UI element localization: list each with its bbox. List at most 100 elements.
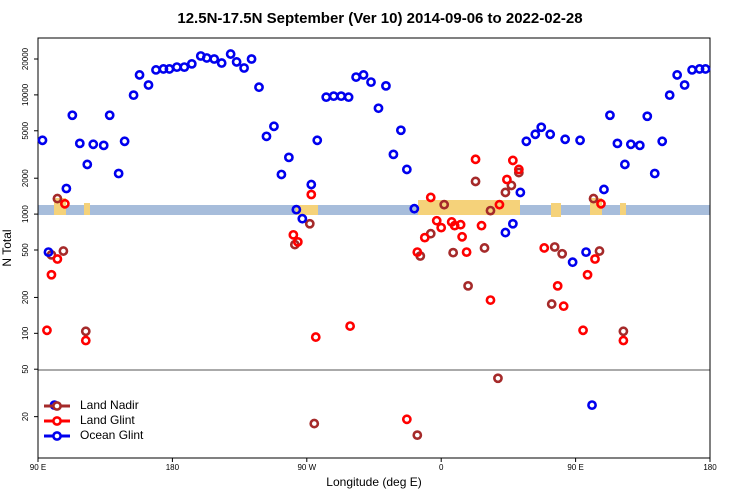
point bbox=[412, 430, 423, 441]
point bbox=[310, 332, 321, 342]
x-tick-label: 0 bbox=[439, 463, 444, 472]
point bbox=[558, 301, 569, 312]
point bbox=[113, 168, 124, 179]
band-yellow bbox=[620, 203, 626, 215]
point bbox=[587, 400, 597, 411]
point bbox=[269, 121, 279, 132]
point bbox=[288, 229, 299, 240]
band bbox=[38, 198, 710, 217]
point bbox=[618, 335, 629, 346]
point bbox=[594, 246, 605, 256]
point bbox=[37, 135, 48, 146]
legend-marker bbox=[52, 401, 62, 411]
point bbox=[470, 176, 481, 187]
point bbox=[201, 53, 212, 63]
point bbox=[104, 110, 115, 121]
x-tick-label: 180 bbox=[166, 463, 180, 472]
point bbox=[52, 254, 63, 264]
point bbox=[700, 64, 711, 74]
point bbox=[74, 138, 85, 149]
y-tick-label: 20000 bbox=[21, 47, 30, 70]
point bbox=[186, 58, 197, 69]
band-yellow bbox=[418, 200, 520, 215]
point bbox=[448, 247, 459, 258]
point bbox=[612, 138, 623, 149]
band-yellow bbox=[84, 203, 90, 215]
point bbox=[431, 215, 442, 226]
point bbox=[479, 243, 490, 253]
point bbox=[345, 321, 356, 331]
point bbox=[672, 70, 683, 80]
point bbox=[401, 164, 412, 175]
point bbox=[216, 58, 227, 68]
point bbox=[642, 111, 653, 122]
y-tick-label: 10000 bbox=[21, 83, 30, 106]
point bbox=[276, 169, 287, 180]
point bbox=[52, 193, 63, 204]
point bbox=[88, 139, 99, 150]
point bbox=[373, 103, 384, 114]
y-tick-label: 2000 bbox=[21, 169, 30, 187]
point bbox=[436, 222, 447, 233]
point bbox=[239, 63, 249, 73]
point bbox=[590, 254, 600, 264]
point bbox=[42, 325, 52, 336]
point bbox=[128, 90, 139, 101]
point bbox=[461, 247, 472, 258]
point bbox=[507, 218, 518, 229]
band-yellow bbox=[551, 203, 561, 217]
point bbox=[618, 326, 629, 337]
point bbox=[328, 91, 339, 102]
point bbox=[164, 64, 175, 74]
point bbox=[485, 295, 496, 305]
point bbox=[515, 187, 526, 198]
point bbox=[578, 325, 588, 336]
point bbox=[46, 269, 57, 280]
point bbox=[246, 54, 257, 64]
point bbox=[560, 134, 571, 145]
point bbox=[309, 418, 320, 429]
point bbox=[657, 136, 668, 147]
point bbox=[401, 414, 412, 425]
point bbox=[119, 136, 130, 147]
point bbox=[596, 198, 606, 209]
x-tick-label: 180 bbox=[703, 463, 717, 472]
point bbox=[336, 91, 347, 102]
y-axis-label: N Total bbox=[0, 229, 14, 266]
point bbox=[539, 243, 550, 253]
point bbox=[425, 192, 436, 203]
x-tick-label: 90 E bbox=[30, 463, 46, 472]
point bbox=[343, 92, 354, 103]
point bbox=[419, 232, 430, 243]
legend-marker bbox=[52, 416, 62, 426]
point bbox=[513, 164, 524, 175]
point bbox=[291, 204, 302, 215]
x-axis-label: Longitude (deg E) bbox=[326, 475, 421, 489]
point bbox=[67, 110, 78, 121]
point bbox=[549, 242, 560, 252]
point bbox=[552, 280, 563, 291]
point bbox=[43, 247, 54, 258]
point bbox=[567, 257, 578, 268]
point bbox=[500, 187, 511, 198]
point bbox=[575, 135, 585, 146]
point bbox=[687, 65, 697, 75]
point bbox=[679, 80, 690, 90]
point bbox=[59, 198, 70, 209]
point bbox=[599, 184, 609, 195]
point bbox=[619, 159, 630, 170]
chart-title: 12.5N-17.5N September (Ver 10) 2014-09-0… bbox=[177, 10, 582, 27]
legend-label: Land Nadir bbox=[80, 398, 139, 412]
y-tick-label: 200 bbox=[21, 290, 30, 304]
point bbox=[412, 247, 423, 258]
point bbox=[625, 139, 636, 150]
point bbox=[545, 129, 556, 140]
point bbox=[231, 57, 242, 67]
plot-frame bbox=[37, 37, 711, 459]
point bbox=[536, 122, 547, 133]
legend-marker bbox=[52, 431, 62, 441]
point bbox=[80, 335, 91, 346]
point bbox=[82, 159, 93, 170]
y-tick-label: 100 bbox=[21, 326, 30, 340]
